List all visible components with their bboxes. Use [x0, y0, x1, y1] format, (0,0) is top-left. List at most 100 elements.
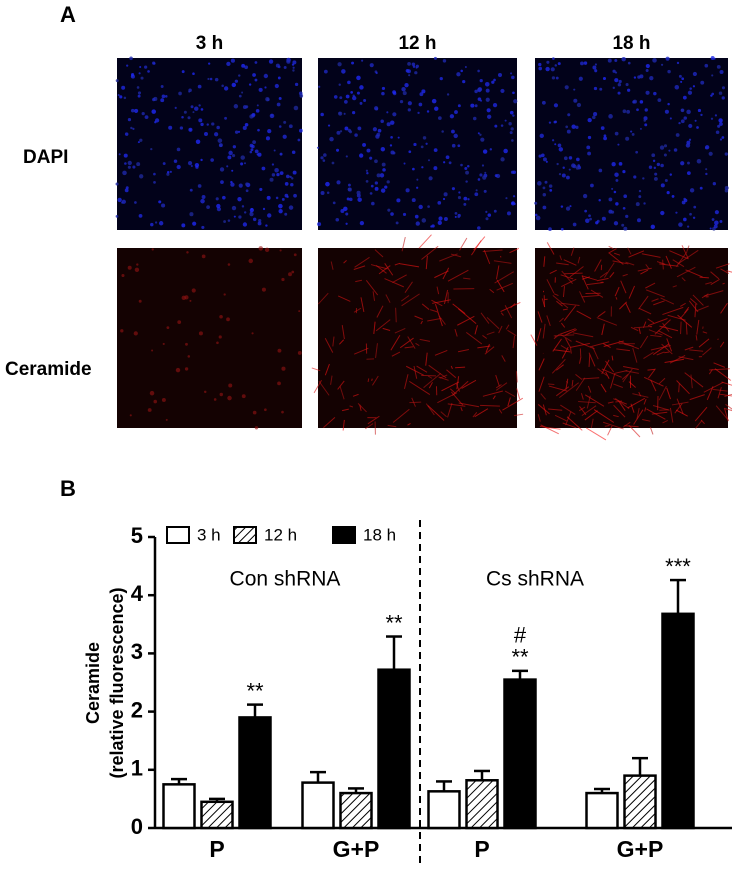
cell — [231, 170, 233, 172]
cell — [449, 161, 452, 164]
cell — [537, 181, 542, 186]
cell — [241, 92, 243, 94]
cell — [375, 134, 379, 138]
cell — [216, 341, 219, 344]
cell — [242, 205, 244, 207]
cell — [627, 89, 630, 92]
cell — [495, 174, 498, 177]
fiber — [718, 339, 719, 340]
cell — [184, 111, 187, 114]
cell — [348, 188, 352, 192]
cell — [500, 89, 504, 93]
cell — [425, 143, 427, 145]
y-tick-label: 1 — [131, 756, 143, 781]
cell — [124, 154, 128, 158]
cell — [228, 219, 230, 221]
cell — [239, 95, 242, 98]
cell — [198, 85, 202, 89]
cell — [227, 396, 232, 401]
cell — [512, 170, 516, 174]
cell — [433, 166, 437, 170]
cell — [687, 171, 691, 175]
legend-swatch — [333, 527, 355, 543]
cell — [257, 129, 260, 132]
cell — [513, 99, 517, 103]
cell — [390, 120, 394, 124]
bar — [663, 614, 694, 828]
row-label: DAPI — [23, 147, 68, 168]
fiber — [368, 378, 369, 381]
cell — [565, 85, 569, 89]
cell — [264, 74, 268, 78]
cell — [501, 124, 504, 127]
cell — [382, 163, 386, 167]
cell — [567, 113, 570, 116]
cell — [417, 112, 419, 114]
legend-label: 3 h — [197, 525, 221, 544]
cell — [510, 72, 512, 74]
cell — [220, 180, 224, 184]
cell — [626, 110, 630, 114]
cell — [419, 103, 423, 107]
cell — [255, 79, 258, 82]
cell — [321, 191, 325, 195]
cell — [294, 253, 297, 256]
cell — [234, 104, 238, 108]
cell — [145, 115, 149, 119]
cell — [350, 91, 353, 94]
cell — [249, 83, 251, 85]
column-label: 3 h — [196, 33, 223, 54]
cell — [602, 217, 606, 221]
cell — [660, 145, 664, 149]
cell — [700, 187, 703, 190]
cell — [129, 56, 133, 60]
cell — [626, 83, 629, 86]
cell — [503, 149, 508, 154]
cell — [718, 118, 722, 122]
cell — [416, 187, 418, 189]
cell — [688, 91, 692, 95]
cell — [614, 59, 617, 62]
cell — [134, 331, 138, 335]
cell — [569, 156, 572, 159]
cell — [638, 195, 641, 198]
cell — [188, 355, 191, 358]
cell — [232, 83, 236, 87]
cell — [299, 92, 303, 96]
cell — [623, 109, 627, 113]
bar — [202, 802, 233, 828]
cell — [615, 179, 618, 182]
cell — [722, 136, 725, 139]
cell — [584, 61, 587, 64]
fiber — [681, 322, 682, 334]
cell — [124, 162, 127, 165]
cell — [278, 204, 283, 209]
cell — [227, 155, 231, 159]
cell — [220, 393, 223, 396]
cell — [192, 288, 196, 292]
cell — [292, 63, 294, 65]
cell — [428, 159, 430, 161]
cell — [192, 72, 195, 75]
cell — [224, 293, 226, 295]
cell — [407, 62, 411, 66]
cell — [280, 153, 282, 155]
cell — [467, 165, 470, 168]
cell — [487, 115, 491, 119]
cell — [245, 123, 249, 127]
cell — [167, 171, 169, 173]
y-label-line: (relative fluorescence) — [107, 587, 127, 778]
cell — [444, 217, 448, 221]
cell — [155, 221, 157, 223]
cell — [192, 111, 194, 113]
significance: ** — [246, 678, 264, 703]
cell — [325, 182, 330, 187]
cell — [251, 148, 254, 151]
cell — [336, 149, 339, 152]
cell — [584, 210, 587, 213]
cell — [543, 206, 547, 210]
cell — [612, 70, 615, 73]
cell — [354, 133, 357, 136]
cell — [163, 162, 166, 165]
cell — [237, 197, 241, 201]
